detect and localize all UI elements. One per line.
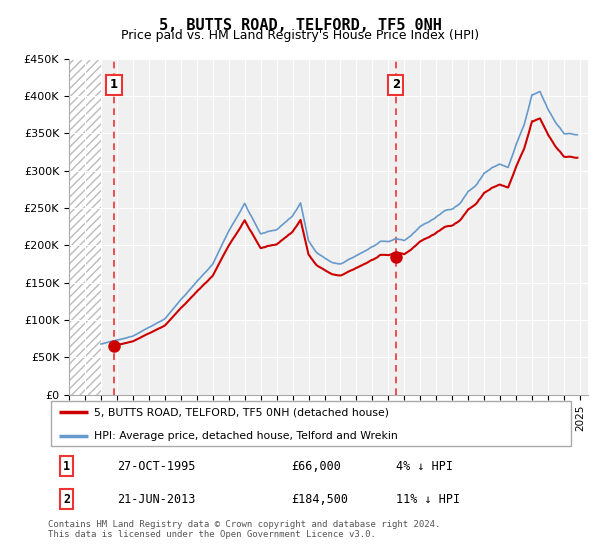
Text: 5, BUTTS ROAD, TELFORD, TF5 0NH: 5, BUTTS ROAD, TELFORD, TF5 0NH [158,18,442,33]
Text: 2: 2 [63,493,70,506]
FancyBboxPatch shape [50,401,571,446]
Text: 1: 1 [63,460,70,473]
Text: HPI: Average price, detached house, Telford and Wrekin: HPI: Average price, detached house, Telf… [94,431,398,441]
Text: 1: 1 [110,78,118,91]
Text: 21-JUN-2013: 21-JUN-2013 [116,493,195,506]
Text: Contains HM Land Registry data © Crown copyright and database right 2024.
This d: Contains HM Land Registry data © Crown c… [48,520,440,539]
Text: 5, BUTTS ROAD, TELFORD, TF5 0NH (detached house): 5, BUTTS ROAD, TELFORD, TF5 0NH (detache… [94,407,389,417]
Text: Price paid vs. HM Land Registry's House Price Index (HPI): Price paid vs. HM Land Registry's House … [121,29,479,42]
Text: 2: 2 [392,78,400,91]
Text: 4% ↓ HPI: 4% ↓ HPI [397,460,454,473]
Text: 27-OCT-1995: 27-OCT-1995 [116,460,195,473]
Text: 11% ↓ HPI: 11% ↓ HPI [397,493,461,506]
Text: £184,500: £184,500 [291,493,348,506]
Text: £66,000: £66,000 [291,460,341,473]
